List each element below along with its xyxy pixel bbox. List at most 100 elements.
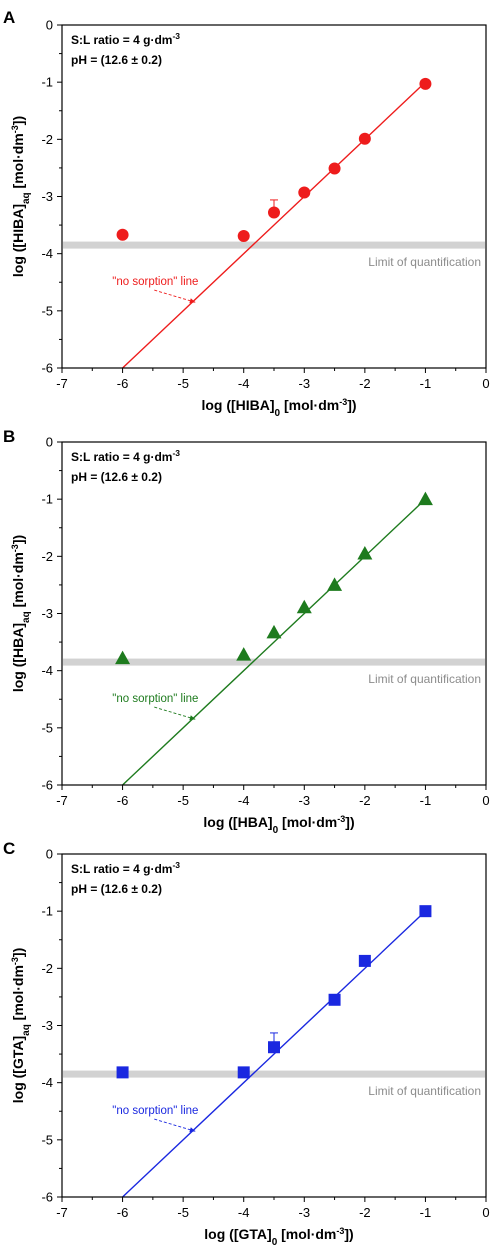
panel-letter: A [3, 8, 15, 27]
y-tick-label: -6 [41, 778, 53, 793]
y-tick-label: -2 [41, 132, 53, 147]
data-point [419, 905, 432, 918]
x-tick-label: -7 [56, 1205, 68, 1220]
x-tick-label: 0 [482, 1205, 489, 1220]
sl-ratio-annotation: S:L ratio = 4 g·dm-3 [71, 860, 180, 876]
y-axis-label: log ([GTA]aq [mol·dm-3]) [10, 948, 32, 1104]
x-axis-label: log ([HIBA]0 [mol·dm-3]) [201, 397, 356, 419]
x-axis-label: log ([GTA]0 [mol·dm-3]) [204, 1226, 353, 1248]
data-point [357, 545, 373, 560]
x-tick-label: 0 [482, 793, 489, 808]
label-superscript: -3 [10, 957, 20, 965]
x-tick-label: -1 [420, 376, 432, 391]
data-point [327, 577, 343, 591]
y-tick-label: -4 [41, 246, 53, 261]
x-tick-label: -2 [359, 376, 371, 391]
label-part: log ([HIBA] [201, 397, 274, 413]
label-part: ]) [10, 116, 26, 125]
y-tick-label: -2 [41, 549, 53, 564]
y-tick-label: -4 [41, 1075, 53, 1090]
label-part: ]) [10, 948, 26, 957]
no-sorption-arrow [154, 289, 196, 303]
y-axis-label: log ([HIBA]aq [mol·dm-3]) [10, 116, 32, 277]
ph-annotation: pH = (12.6 ± 0.2) [71, 470, 162, 484]
limit-of-quantification-band [63, 1070, 485, 1078]
ph-annotation: pH = (12.6 ± 0.2) [71, 882, 162, 896]
label-subscript: aq [21, 611, 32, 623]
x-tick-label: -5 [177, 793, 189, 808]
data-point [237, 229, 250, 242]
label-part: [mol·dm [10, 133, 26, 192]
annotation-superscript: -3 [172, 860, 180, 870]
label-superscript: -3 [339, 397, 347, 407]
label-part: ]) [10, 535, 26, 544]
x-tick-label: -1 [420, 793, 432, 808]
no-sorption-arrowhead [189, 1127, 196, 1133]
x-tick-label: -6 [117, 376, 129, 391]
label-part: log ([HBA] [10, 623, 26, 692]
label-subscript: aq [21, 1024, 32, 1036]
y-tick-label: -3 [41, 1018, 53, 1033]
x-tick-label: -5 [177, 376, 189, 391]
data-point [268, 1041, 280, 1054]
x-tick-label: -3 [299, 793, 311, 808]
y-tick-label: -1 [41, 75, 53, 90]
y-tick-label: -3 [41, 606, 53, 621]
limit-of-quantification-label: Limit of quantification [368, 1084, 481, 1098]
annotation-text: S:L ratio = 4 g·dm [71, 862, 172, 876]
y-tick-label: -5 [41, 720, 53, 735]
no-sorption-line [122, 910, 426, 1198]
label-subscript: 0 [275, 408, 281, 419]
data-point [296, 599, 312, 614]
x-axis-label: log ([HBA]0 [mol·dm-3]) [203, 814, 354, 836]
label-part: ]) [345, 814, 354, 830]
y-tick-label: 0 [46, 435, 53, 450]
x-tick-label: -1 [420, 1205, 432, 1220]
limit-of-quantification-label: Limit of quantification [368, 672, 481, 686]
x-tick-label: -5 [177, 1205, 189, 1220]
x-tick-label: -3 [299, 1205, 311, 1220]
label-superscript: -3 [336, 1226, 344, 1236]
label-part: ]) [347, 397, 356, 413]
annotation-superscript: -3 [172, 31, 180, 41]
x-tick-label: -4 [238, 376, 250, 391]
annotation-text: S:L ratio = 4 g·dm [71, 450, 172, 464]
y-tick-label: -5 [41, 303, 53, 318]
x-tick-label: -6 [117, 793, 129, 808]
no-sorption-label: "no sorption" line [112, 1105, 198, 1117]
data-point [358, 954, 371, 967]
ph-annotation: pH = (12.6 ± 0.2) [71, 53, 162, 67]
y-tick-label: -6 [41, 1190, 53, 1205]
label-part: [mol·dm [277, 1226, 336, 1242]
data-point [115, 650, 131, 665]
x-tick-label: -7 [56, 793, 68, 808]
data-point [237, 1066, 250, 1079]
no-sorption-line [122, 498, 426, 786]
label-subscript: 0 [273, 825, 279, 836]
data-point [268, 206, 280, 219]
data-point [116, 1066, 129, 1079]
data-point [298, 186, 311, 199]
limit-of-quantification-band [63, 241, 485, 249]
data-point [358, 132, 371, 145]
label-part: [mol·dm [278, 814, 337, 830]
label-part: log ([GTA] [10, 1036, 26, 1103]
x-tick-label: -7 [56, 376, 68, 391]
x-tick-label: -6 [117, 1205, 129, 1220]
no-sorption-arrow [154, 706, 196, 720]
panel-c: C Limit of quantification "no sorption" li… [3, 839, 490, 1248]
no-sorption-label: "no sorption" line [112, 693, 198, 705]
data-point [419, 77, 432, 90]
y-tick-label: 0 [46, 18, 53, 33]
data-point [116, 228, 129, 241]
y-tick-label: -5 [41, 1132, 53, 1147]
sl-ratio-annotation: S:L ratio = 4 g·dm-3 [71, 31, 180, 47]
y-axis-label: log ([HBA]aq [mol·dm-3]) [10, 535, 32, 692]
annotation-superscript: -3 [172, 448, 180, 458]
no-sorption-label: "no sorption" line [112, 276, 198, 288]
no-sorption-arrow [154, 1118, 196, 1132]
x-tick-label: -2 [359, 1205, 371, 1220]
data-point [236, 647, 252, 661]
y-tick-label: -1 [41, 492, 53, 507]
